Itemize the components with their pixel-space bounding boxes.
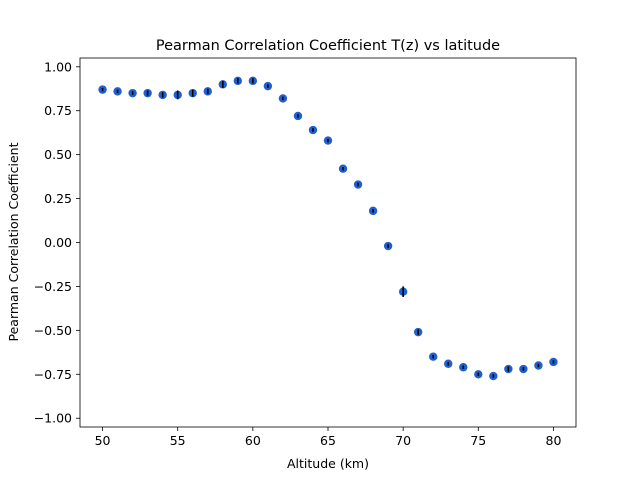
x-tick-label: 65 bbox=[320, 433, 336, 448]
y-tick-label: −0.50 bbox=[34, 323, 72, 338]
y-tick-label: 0.75 bbox=[44, 103, 72, 118]
x-tick-label: 55 bbox=[170, 433, 186, 448]
x-tick-label: 50 bbox=[95, 433, 111, 448]
x-tick-label: 75 bbox=[470, 433, 486, 448]
y-tick-label: 0.25 bbox=[44, 191, 72, 206]
y-tick-label: 1.00 bbox=[44, 59, 72, 74]
x-axis-label: Altitude (km) bbox=[287, 456, 369, 471]
y-tick-label: −0.25 bbox=[34, 279, 72, 294]
y-tick-label: −1.00 bbox=[34, 411, 72, 426]
x-tick-label: 80 bbox=[546, 433, 562, 448]
x-tick-label: 60 bbox=[245, 433, 261, 448]
y-tick-label: 0.00 bbox=[44, 235, 72, 250]
x-axis: 50 55 60 65 70 75 80 bbox=[95, 427, 562, 448]
chart-title: Pearman Correlation Coefficient T(z) vs … bbox=[156, 38, 500, 54]
y-axis-label: Pearman Correlation Coefficient bbox=[6, 142, 21, 341]
plot-area bbox=[98, 76, 558, 381]
x-tick-label: 70 bbox=[395, 433, 411, 448]
y-tick-label: −0.75 bbox=[34, 367, 72, 382]
y-tick-label: 0.50 bbox=[44, 147, 72, 162]
y-axis: 1.00 0.75 0.50 0.25 0.00 −0.25 −0.50 −0.75 −1.00 bbox=[34, 59, 80, 426]
